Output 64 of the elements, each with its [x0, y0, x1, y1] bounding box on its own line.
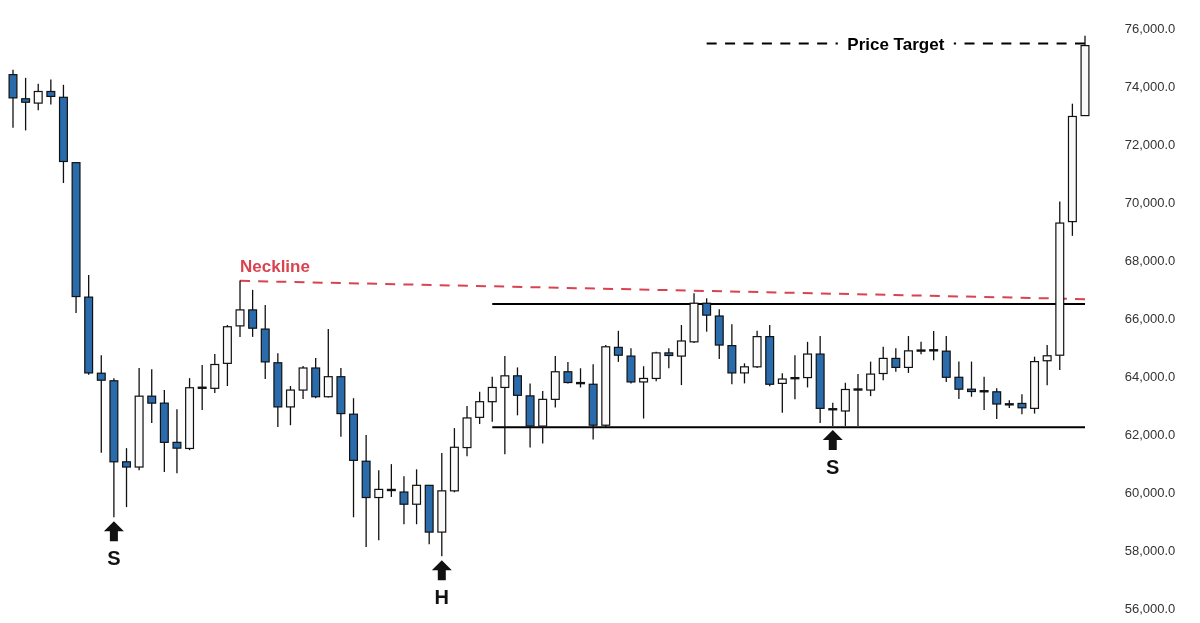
candlestick: [386, 463, 396, 498]
candlestick: [676, 324, 686, 386]
candlestick: [298, 365, 308, 400]
candlestick: [664, 347, 674, 369]
candlestick: [197, 364, 207, 411]
y-tick-label: 66,000.0: [1124, 311, 1176, 327]
candlestick: [777, 372, 787, 414]
candlestick: [475, 391, 485, 425]
y-tick-label: 74,000.0: [1124, 78, 1176, 94]
y-tick-label: 60,000.0: [1124, 485, 1176, 501]
candlestick: [172, 408, 182, 474]
candlestick: [323, 328, 333, 399]
y-tick-label: 62,000.0: [1124, 427, 1176, 443]
candlestick: [96, 354, 106, 454]
candlestick: [147, 368, 157, 424]
candlestick: [21, 77, 31, 132]
candlestick: [122, 447, 132, 508]
candlestick: [866, 360, 876, 397]
candlestick: [954, 360, 964, 400]
candlestick: [399, 475, 409, 525]
candlestick: [487, 376, 497, 423]
y-tick-label: 64,000.0: [1124, 369, 1176, 385]
candlestick: [512, 366, 522, 416]
candlestick: [702, 297, 712, 333]
candlestick: [576, 367, 586, 389]
candlestick: [878, 346, 888, 381]
series-label: Price Target: [847, 34, 945, 54]
y-tick-label: 76,000.0: [1124, 20, 1176, 36]
y-tick-label: 68,000.0: [1124, 252, 1176, 268]
candlestick: [248, 289, 258, 338]
annotation: H: [434, 586, 450, 609]
y-tick-label: 56,000.0: [1124, 601, 1176, 617]
candlestick: [828, 402, 838, 427]
candlestick: [33, 83, 43, 112]
candlestick: [285, 385, 295, 426]
annotation: S: [826, 456, 840, 479]
candlestick: [613, 330, 623, 363]
candlestick: [412, 468, 422, 525]
candlestick: [46, 78, 56, 106]
y-tick-label: 70,000.0: [1124, 194, 1176, 210]
candlestick: [1017, 393, 1027, 415]
candlestick: [992, 387, 1002, 420]
candlestick: [891, 347, 901, 373]
candlestick: [739, 362, 749, 385]
candlestick: [803, 341, 813, 389]
candlestick: [966, 360, 976, 398]
candlestick: [916, 341, 926, 355]
candlestick: [210, 353, 220, 394]
candlestick: [979, 376, 989, 411]
candlestick: [840, 382, 850, 427]
candlestick: [639, 365, 649, 420]
candlestick: [374, 469, 384, 541]
candlestick: [929, 330, 939, 361]
y-tick-label: 72,000.0: [1124, 136, 1176, 152]
candlestick: [8, 69, 18, 129]
candlestick: [903, 335, 913, 374]
candlestick: [1042, 344, 1052, 386]
candlestick: [235, 279, 245, 338]
series-label: Neckline: [240, 256, 310, 276]
candlestick: [853, 373, 863, 427]
candlestick: [500, 355, 510, 455]
annotation: S: [107, 547, 121, 570]
y-tick-label: 58,000.0: [1124, 543, 1176, 559]
candlestick: [790, 354, 800, 401]
